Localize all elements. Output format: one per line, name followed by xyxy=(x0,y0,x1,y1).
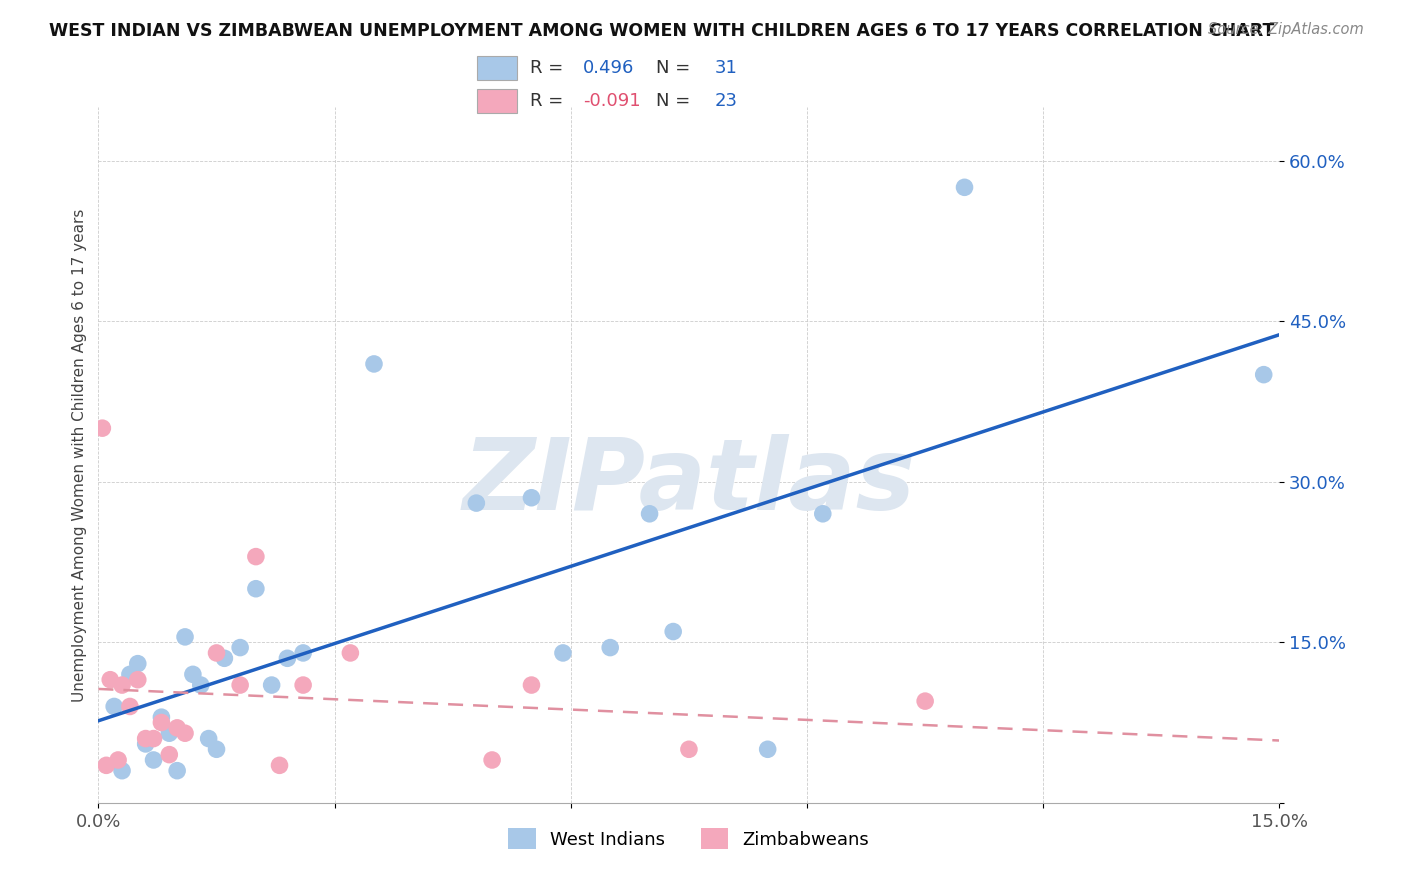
Point xyxy=(1253,368,1275,382)
Point xyxy=(157,747,180,762)
Point xyxy=(520,678,543,692)
Point xyxy=(276,651,298,665)
Point xyxy=(135,737,157,751)
Point xyxy=(678,742,700,756)
Point xyxy=(91,421,114,435)
Point xyxy=(150,710,173,724)
Point xyxy=(107,753,129,767)
Point xyxy=(174,630,197,644)
Point xyxy=(96,758,118,772)
Text: 31: 31 xyxy=(716,59,738,77)
Point xyxy=(197,731,219,746)
Point xyxy=(914,694,936,708)
Point xyxy=(166,764,188,778)
FancyBboxPatch shape xyxy=(477,55,517,80)
Point xyxy=(292,646,315,660)
Point xyxy=(481,753,503,767)
Text: WEST INDIAN VS ZIMBABWEAN UNEMPLOYMENT AMONG WOMEN WITH CHILDREN AGES 6 TO 17 YE: WEST INDIAN VS ZIMBABWEAN UNEMPLOYMENT A… xyxy=(49,22,1275,40)
Point xyxy=(245,549,267,564)
Point xyxy=(142,753,165,767)
Point xyxy=(953,180,976,194)
Text: 23: 23 xyxy=(716,92,738,111)
Text: N =: N = xyxy=(655,92,696,111)
Point xyxy=(190,678,212,692)
Text: R =: R = xyxy=(530,59,569,77)
Point xyxy=(205,646,228,660)
Point xyxy=(174,726,197,740)
Point xyxy=(205,742,228,756)
Point xyxy=(111,678,134,692)
Text: Source: ZipAtlas.com: Source: ZipAtlas.com xyxy=(1208,22,1364,37)
Point xyxy=(520,491,543,505)
FancyBboxPatch shape xyxy=(477,89,517,113)
Point xyxy=(260,678,283,692)
Point xyxy=(245,582,267,596)
Point xyxy=(127,657,149,671)
Point xyxy=(363,357,385,371)
Point xyxy=(98,673,121,687)
Point xyxy=(127,673,149,687)
Point xyxy=(638,507,661,521)
Text: -0.091: -0.091 xyxy=(583,92,641,111)
Point xyxy=(465,496,488,510)
Point xyxy=(599,640,621,655)
Text: N =: N = xyxy=(655,59,696,77)
Point xyxy=(142,731,165,746)
Point xyxy=(111,764,134,778)
Point xyxy=(118,667,141,681)
Point xyxy=(551,646,574,660)
Point xyxy=(229,640,252,655)
Point xyxy=(150,715,173,730)
Point xyxy=(269,758,291,772)
Text: ZIPatlas: ZIPatlas xyxy=(463,434,915,532)
Text: 0.496: 0.496 xyxy=(583,59,634,77)
Legend: West Indians, Zimbabweans: West Indians, Zimbabweans xyxy=(502,822,876,856)
Point xyxy=(181,667,204,681)
Y-axis label: Unemployment Among Women with Children Ages 6 to 17 years: Unemployment Among Women with Children A… xyxy=(72,208,87,702)
Point xyxy=(135,731,157,746)
Point xyxy=(811,507,834,521)
Point xyxy=(166,721,188,735)
Point xyxy=(103,699,125,714)
Text: R =: R = xyxy=(530,92,569,111)
Point xyxy=(214,651,236,665)
Point xyxy=(339,646,361,660)
Point xyxy=(118,699,141,714)
Point xyxy=(662,624,685,639)
Point xyxy=(157,726,180,740)
Point xyxy=(756,742,779,756)
Point xyxy=(292,678,315,692)
Point xyxy=(229,678,252,692)
